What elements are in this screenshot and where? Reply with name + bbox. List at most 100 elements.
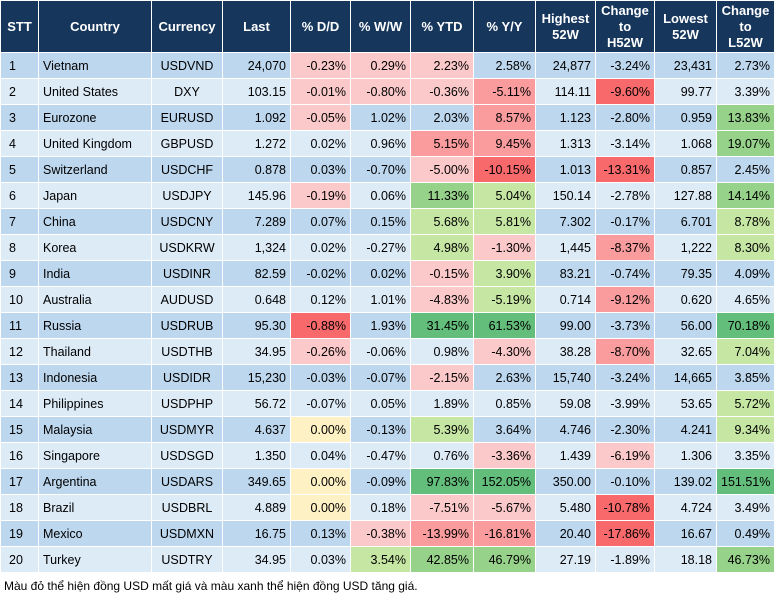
currency-cell: USDIDR bbox=[151, 364, 223, 391]
yy-cell: 5.81% bbox=[473, 208, 536, 235]
stt-cell: 8 bbox=[0, 234, 39, 261]
yy-cell: 9.45% bbox=[473, 130, 536, 157]
change-l52w-cell: 7.04% bbox=[716, 338, 775, 365]
dd-cell: 0.03% bbox=[290, 546, 351, 573]
change-l52w-cell: 3.39% bbox=[716, 78, 775, 105]
ytd-cell: -13.99% bbox=[410, 520, 474, 547]
ww-cell: -0.13% bbox=[350, 416, 411, 443]
last-cell: 82.59 bbox=[222, 260, 291, 287]
change-l52w-cell: 2.45% bbox=[716, 156, 775, 183]
stt-cell: 18 bbox=[0, 494, 39, 521]
ytd-cell: 0.76% bbox=[410, 442, 474, 469]
country-cell: Mexico bbox=[38, 520, 152, 547]
ww-cell: -0.27% bbox=[350, 234, 411, 261]
lowest-52w-cell: 56.00 bbox=[654, 312, 717, 339]
ww-cell: 0.29% bbox=[350, 52, 411, 79]
stt-cell: 14 bbox=[0, 390, 39, 417]
change-h52w-cell: -3.24% bbox=[595, 364, 655, 391]
currency-cell: USDPHP bbox=[151, 390, 223, 417]
yy-cell: -4.30% bbox=[473, 338, 536, 365]
dd-cell: 0.02% bbox=[290, 234, 351, 261]
ytd-cell: 4.98% bbox=[410, 234, 474, 261]
lowest-52w-cell: 14,665 bbox=[654, 364, 717, 391]
country-cell: Brazil bbox=[38, 494, 152, 521]
yy-cell: 152.05% bbox=[473, 468, 536, 495]
yy-cell: -3.36% bbox=[473, 442, 536, 469]
dd-cell: 0.00% bbox=[290, 416, 351, 443]
last-cell: 1.350 bbox=[222, 442, 291, 469]
lowest-52w-cell: 18.18 bbox=[654, 546, 717, 573]
change-h52w-cell: -3.73% bbox=[595, 312, 655, 339]
ww-cell: 0.02% bbox=[350, 260, 411, 287]
lowest-52w-cell: 1,222 bbox=[654, 234, 717, 261]
table-row: 5 Switzerland USDCHF 0.878 0.03% -0.70% -5.00%… bbox=[0, 156, 775, 183]
stt-cell: 5 bbox=[0, 156, 39, 183]
ww-cell: 3.54% bbox=[350, 546, 411, 573]
lowest-52w-cell: 127.88 bbox=[654, 182, 717, 209]
highest-52w-cell: 20.40 bbox=[535, 520, 596, 547]
change-h52w-cell: -17.86% bbox=[595, 520, 655, 547]
table-row: 15 Malaysia USDMYR 4.637 0.00% -0.13% 5.39% 3.6… bbox=[0, 416, 775, 443]
change-l52w-cell: 4.65% bbox=[716, 286, 775, 313]
last-cell: 34.95 bbox=[222, 546, 291, 573]
table-row: 12 Thailand USDTHB 34.95 -0.26% -0.06% 0.98% -4… bbox=[0, 338, 775, 365]
yy-cell: -10.15% bbox=[473, 156, 536, 183]
highest-52w-cell: 1.013 bbox=[535, 156, 596, 183]
ww-cell: -0.06% bbox=[350, 338, 411, 365]
dd-cell: -0.88% bbox=[290, 312, 351, 339]
ww-cell: 1.02% bbox=[350, 104, 411, 131]
currency-cell: USDVND bbox=[151, 52, 223, 79]
ytd-cell: 11.33% bbox=[410, 182, 474, 209]
currency-cell: USDSGD bbox=[151, 442, 223, 469]
last-cell: 103.15 bbox=[222, 78, 291, 105]
currency-cell: USDMYR bbox=[151, 416, 223, 443]
ww-cell: -0.47% bbox=[350, 442, 411, 469]
change-h52w-cell: -13.31% bbox=[595, 156, 655, 183]
change-h52w-cell: -3.99% bbox=[595, 390, 655, 417]
last-cell: 349.65 bbox=[222, 468, 291, 495]
currency-cell: USDKRW bbox=[151, 234, 223, 261]
highest-52w-cell: 15,740 bbox=[535, 364, 596, 391]
ww-cell: -0.38% bbox=[350, 520, 411, 547]
lowest-52w-cell: 1.306 bbox=[654, 442, 717, 469]
dd-cell: -0.23% bbox=[290, 52, 351, 79]
last-cell: 145.96 bbox=[222, 182, 291, 209]
change-h52w-cell: -9.60% bbox=[595, 78, 655, 105]
country-cell: China bbox=[38, 208, 152, 235]
change-l52w-cell: 8.78% bbox=[716, 208, 775, 235]
change-h52w-cell: -1.89% bbox=[595, 546, 655, 573]
footnote: Màu đỏ thể hiện đồng USD mất giá và màu … bbox=[4, 579, 418, 593]
table-body: 1 Vietnam USDVND 24,070 -0.23% 0.29% 2.23% 2.58… bbox=[0, 52, 775, 573]
dd-cell: -0.05% bbox=[290, 104, 351, 131]
highest-52w-cell: 5.480 bbox=[535, 494, 596, 521]
country-cell: Turkey bbox=[38, 546, 152, 573]
table-row: 13 Indonesia USDIDR 15,230 -0.03% -0.07% -2.15… bbox=[0, 364, 775, 391]
highest-52w-cell: 150.14 bbox=[535, 182, 596, 209]
country-cell: Vietnam bbox=[38, 52, 152, 79]
dd-cell: 0.04% bbox=[290, 442, 351, 469]
change-h52w-cell: -3.24% bbox=[595, 52, 655, 79]
currency-cell: USDARS bbox=[151, 468, 223, 495]
change-l52w-cell: 3.35% bbox=[716, 442, 775, 469]
country-cell: Eurozone bbox=[38, 104, 152, 131]
country-cell: Australia bbox=[38, 286, 152, 313]
currency-cell: USDTRY bbox=[151, 546, 223, 573]
change-l52w-cell: 3.85% bbox=[716, 364, 775, 391]
currency-cell: DXY bbox=[151, 78, 223, 105]
table-row: 3 Eurozone EURUSD 1.092 -0.05% 1.02% 2.03% 8.57… bbox=[0, 104, 775, 131]
table-row: 2 United States DXY 103.15 -0.01% -0.80% -0.36… bbox=[0, 78, 775, 105]
header-stt: STT bbox=[0, 0, 39, 53]
ytd-cell: -0.36% bbox=[410, 78, 474, 105]
ww-cell: -0.80% bbox=[350, 78, 411, 105]
stt-cell: 12 bbox=[0, 338, 39, 365]
table-row: 6 Japan USDJPY 145.96 -0.19% 0.06% 11.33% 5.04%… bbox=[0, 182, 775, 209]
ytd-cell: 97.83% bbox=[410, 468, 474, 495]
last-cell: 7.289 bbox=[222, 208, 291, 235]
stt-cell: 20 bbox=[0, 546, 39, 573]
stt-cell: 3 bbox=[0, 104, 39, 131]
lowest-52w-cell: 0.620 bbox=[654, 286, 717, 313]
lowest-52w-cell: 4.241 bbox=[654, 416, 717, 443]
ytd-cell: -4.83% bbox=[410, 286, 474, 313]
table-row: 16 Singapore USDSGD 1.350 0.04% -0.47% 0.76% -3… bbox=[0, 442, 775, 469]
table-row: 19 Mexico USDMXN 16.75 0.13% -0.38% -13.99% -16… bbox=[0, 520, 775, 547]
